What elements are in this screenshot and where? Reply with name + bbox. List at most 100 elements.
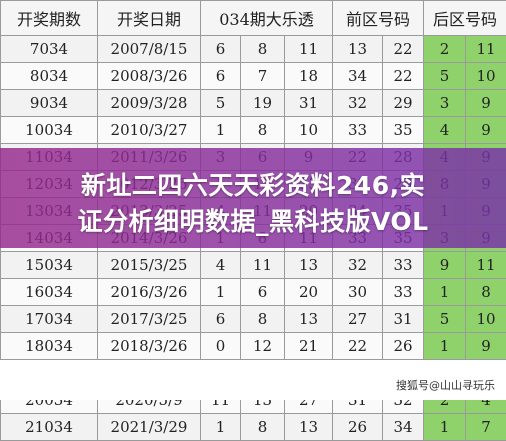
- front-number-cell: 22: [333, 333, 383, 360]
- front-number-cell: 22: [383, 63, 424, 90]
- back-number-cell: 5: [424, 306, 466, 333]
- back-number-cell: 9: [424, 252, 466, 279]
- front-number-cell: 32: [333, 90, 383, 117]
- front-number-cell: 19: [241, 90, 285, 117]
- front-number-cell: 8: [241, 117, 285, 144]
- front-number-cell: 35: [383, 117, 424, 144]
- header-front-zone: 前区号码: [333, 1, 424, 36]
- issue-cell: 21034: [1, 414, 98, 441]
- issue-cell: 18034: [1, 333, 98, 360]
- front-number-cell: 31: [383, 306, 424, 333]
- back-number-cell: 2: [424, 36, 466, 63]
- back-number-cell: 9: [466, 333, 506, 360]
- back-number-cell: 11: [466, 36, 506, 63]
- date-cell: 2009/3/28: [98, 90, 201, 117]
- back-number-cell: 11: [466, 252, 506, 279]
- back-number-cell: 10: [466, 306, 506, 333]
- front-number-cell: 13: [285, 414, 333, 441]
- front-number-cell: 32: [333, 252, 383, 279]
- front-number-cell: 11: [241, 252, 285, 279]
- issue-cell: 8034: [1, 63, 98, 90]
- front-number-cell: 6: [201, 63, 241, 90]
- front-number-cell: 1: [201, 279, 241, 306]
- banner-line-1: 新址二四六天天彩资料246,实: [0, 166, 506, 202]
- back-number-cell: 9: [466, 117, 506, 144]
- date-cell: 2017/3/25: [98, 306, 201, 333]
- date-cell: 2007/8/15: [98, 36, 201, 63]
- issue-cell: 15034: [1, 252, 98, 279]
- issue-cell: 9034: [1, 90, 98, 117]
- front-number-cell: 26: [383, 333, 424, 360]
- back-number-cell: 5: [424, 63, 466, 90]
- front-number-cell: 8: [241, 36, 285, 63]
- front-number-cell: 4: [201, 252, 241, 279]
- front-number-cell: 6: [201, 36, 241, 63]
- header-row: 开奖期数 开奖日期 034期大乐透 前区号码 后区号码: [1, 1, 506, 36]
- header-date: 开奖日期: [98, 1, 201, 36]
- back-number-cell: 1: [424, 279, 466, 306]
- watermark: 搜狐号@山山寻玩乐: [393, 376, 498, 394]
- front-number-cell: 13: [285, 252, 333, 279]
- front-number-cell: 13: [285, 306, 333, 333]
- back-number-cell: 3: [424, 90, 466, 117]
- back-number-cell: 1: [424, 414, 466, 441]
- issue-cell: 16034: [1, 279, 98, 306]
- front-number-cell: 8: [241, 306, 285, 333]
- front-number-cell: 18: [285, 63, 333, 90]
- front-number-cell: 0: [201, 333, 241, 360]
- back-number-cell: 7: [466, 414, 506, 441]
- front-number-cell: 27: [333, 306, 383, 333]
- front-number-cell: 21: [285, 333, 333, 360]
- front-number-cell: 31: [285, 90, 333, 117]
- issue-cell: 7034: [1, 36, 98, 63]
- front-number-cell: 26: [333, 414, 383, 441]
- front-number-cell: 10: [285, 117, 333, 144]
- front-number-cell: 20: [285, 279, 333, 306]
- date-cell: 2016/3/26: [98, 279, 201, 306]
- banner-line-2: 证分析细明数据_黑科技版VOL: [0, 202, 506, 238]
- front-number-cell: 11: [285, 36, 333, 63]
- front-number-cell: 33: [383, 279, 424, 306]
- back-number-cell: 9: [466, 90, 506, 117]
- promo-banner: 新址二四六天天彩资料246,实 证分析细明数据_黑科技版VOL: [0, 148, 506, 248]
- front-number-cell: 34: [383, 414, 424, 441]
- front-number-cell: 6: [201, 306, 241, 333]
- front-number-cell: 33: [333, 117, 383, 144]
- date-cell: 2008/3/26: [98, 63, 201, 90]
- front-number-cell: 29: [383, 90, 424, 117]
- back-number-cell: 1: [424, 333, 466, 360]
- front-number-cell: 30: [333, 279, 383, 306]
- back-number-cell: 4: [424, 117, 466, 144]
- front-number-cell: 13: [333, 36, 383, 63]
- issue-cell: 17034: [1, 306, 98, 333]
- header-issue: 开奖期数: [1, 1, 98, 36]
- front-number-cell: 22: [383, 36, 424, 63]
- header-lottery-name: 034期大乐透: [201, 1, 333, 36]
- front-number-cell: 5: [201, 90, 241, 117]
- date-cell: 2010/3/27: [98, 117, 201, 144]
- front-number-cell: 12: [241, 333, 285, 360]
- back-number-cell: 10: [466, 63, 506, 90]
- front-number-cell: 34: [333, 63, 383, 90]
- header-back-zone: 后区号码: [424, 1, 506, 36]
- date-cell: 2018/3/26: [98, 333, 201, 360]
- front-number-cell: 33: [383, 252, 424, 279]
- front-number-cell: 6: [241, 279, 285, 306]
- front-number-cell: 1: [201, 117, 241, 144]
- front-number-cell: 7: [241, 63, 285, 90]
- issue-cell: 10034: [1, 117, 98, 144]
- date-cell: 2015/3/25: [98, 252, 201, 279]
- front-number-cell: 1: [201, 414, 241, 441]
- date-cell: 2021/3/29: [98, 414, 201, 441]
- back-number-cell: 8: [466, 279, 506, 306]
- front-number-cell: 8: [241, 414, 285, 441]
